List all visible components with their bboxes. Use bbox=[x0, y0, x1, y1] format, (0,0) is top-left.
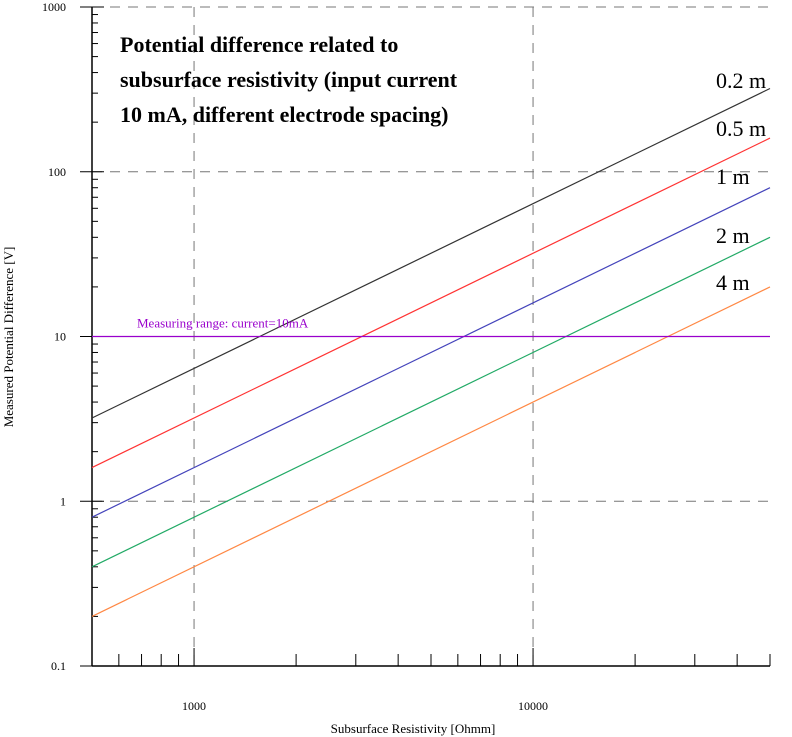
chart-title-line-1: Potential difference related to bbox=[120, 32, 398, 57]
y-tick-label: 10 bbox=[54, 330, 66, 344]
chart-title-line-2: subsurface resistivity (input current bbox=[120, 67, 458, 92]
series-label: 0.5 m bbox=[716, 116, 766, 141]
y-axis-title: Measured Potential Difference [V] bbox=[1, 247, 16, 428]
series-lines bbox=[91, 87, 771, 617]
series-line bbox=[91, 236, 771, 568]
reference-line-group: Measuring range: current=10mA bbox=[92, 316, 770, 338]
series-line bbox=[91, 286, 771, 617]
x-tick-label: 10000 bbox=[518, 699, 548, 713]
y-tick-label: 100 bbox=[48, 165, 66, 179]
series-label: 4 m bbox=[716, 270, 750, 295]
measuring-range-label: Measuring range: current=10mA bbox=[137, 316, 309, 331]
series-line bbox=[91, 187, 771, 518]
y-tick-label: 1 bbox=[60, 494, 66, 508]
tick-labels: 0.1 1 10 100 1000 1000 10000 bbox=[42, 0, 548, 713]
y-tick-label: 0.1 bbox=[51, 659, 66, 673]
chart-title-line-3: 10 mA, different electrode spacing) bbox=[120, 102, 449, 127]
series-line bbox=[91, 137, 771, 469]
series-label: 2 m bbox=[716, 223, 750, 248]
series-line bbox=[91, 87, 771, 419]
series-label: 1 m bbox=[716, 164, 750, 189]
chart-title: Potential difference related to subsurfa… bbox=[120, 32, 458, 127]
x-axis-title: Subsurface Resistivity [Ohmm] bbox=[331, 721, 496, 736]
series-label: 0.2 m bbox=[716, 68, 766, 93]
y-tick-label: 1000 bbox=[42, 0, 66, 14]
x-tick-label: 1000 bbox=[182, 699, 206, 713]
series-labels: 0.2 m 0.5 m 1 m 2 m 4 m bbox=[716, 68, 766, 295]
